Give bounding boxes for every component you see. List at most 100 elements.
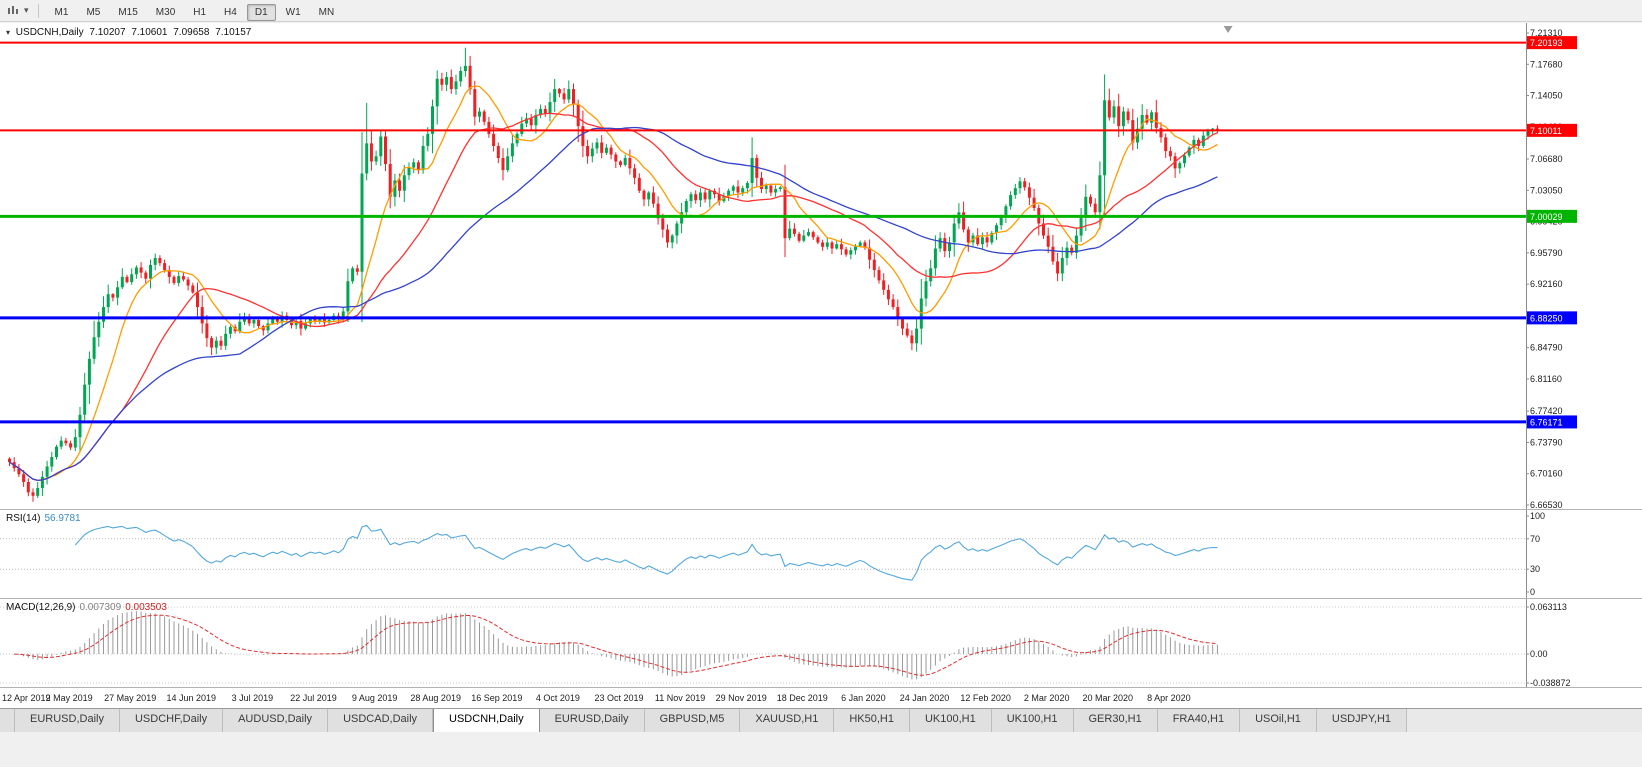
high-value: 7.10601 xyxy=(131,27,168,38)
chart-tab-uk100-h1[interactable]: UK100,H1 xyxy=(909,709,992,732)
chart-shift-marker-icon[interactable] xyxy=(1223,26,1233,33)
chart-tab-bar: EURUSD,Daily USDCHF,Daily AUDUSD,Daily USDC… xyxy=(0,708,1642,732)
date-tick-label: 2 Mar 2020 xyxy=(1023,693,1070,703)
open-value: 7.10207 xyxy=(89,27,126,38)
svg-text:6.95790: 6.95790 xyxy=(1530,248,1563,258)
main-price-pane[interactable]: 7.213107.176807.140507.104207.066807.030… xyxy=(0,23,1642,509)
rsi-value: 56.9781 xyxy=(44,513,81,524)
rsi-label: RSI(14) 56.9781 xyxy=(6,513,85,524)
timeframe-toolbar: ▾ M1 M5 M15 M30 H1 H4 D1 W1 MN xyxy=(0,0,1642,22)
timeframe-button-w1[interactable]: W1 xyxy=(285,6,301,18)
svg-text:6.84790: 6.84790 xyxy=(1530,343,1563,353)
price-level-badge: 6.76171 xyxy=(1527,415,1577,429)
timeframe-button-m15[interactable]: M15 xyxy=(118,6,138,18)
svg-text:6.81160: 6.81160 xyxy=(1530,374,1562,384)
collapse-arrow-icon[interactable]: ▾ xyxy=(6,28,11,37)
date-tick-label: 16 Sep 2019 xyxy=(471,693,523,703)
svg-text:7.17680: 7.17680 xyxy=(1530,59,1563,69)
svg-text:6.70160: 6.70160 xyxy=(1530,469,1563,479)
price-chart-canvas[interactable]: 7.213107.176807.140507.104207.066807.030… xyxy=(0,23,1642,509)
chart-tab-usdcnh-daily[interactable]: USDCNH,Daily xyxy=(433,709,540,732)
timeframe-button-m30[interactable]: M30 xyxy=(155,6,176,18)
date-tick-label: 24 Jan 2020 xyxy=(899,693,950,703)
chart-tab-audusd-daily[interactable]: AUDUSD,Daily xyxy=(223,709,329,732)
date-tick-label: 4 Oct 2019 xyxy=(535,693,580,703)
pane-splitter[interactable] xyxy=(0,598,1642,599)
svg-text:30: 30 xyxy=(1530,564,1540,574)
date-tick-label: 28 Aug 2019 xyxy=(410,693,461,703)
date-tick-label: 27 May 2019 xyxy=(104,693,157,703)
price-level-badge: 7.10011 xyxy=(1527,123,1577,137)
date-tick-label: 12 Feb 2020 xyxy=(960,693,1011,703)
date-tick-label: 12 Apr 2019 xyxy=(2,693,51,703)
date-tick-label: 3 Jul 2019 xyxy=(231,693,274,703)
timeframe-button-m1[interactable]: M1 xyxy=(54,6,69,18)
macd-label: MACD(12,26,9) 0.007309 0.003503 xyxy=(6,602,171,613)
toolbar-separator xyxy=(37,3,39,18)
date-tick-label: 22 Jul 2019 xyxy=(290,693,337,703)
svg-text:6.73790: 6.73790 xyxy=(1530,437,1563,447)
ohlc-readout: ▾ USDCNH,Daily 7.10207 7.10601 7.09658 7… xyxy=(6,27,254,38)
timeframe-button-h1[interactable]: H1 xyxy=(193,6,207,18)
date-tick-label: 2 May 2019 xyxy=(45,693,93,703)
macd-indicator-pane[interactable]: 0.063113 0.00 -0.038872 MACD(12,26,9) 0.007… xyxy=(0,599,1642,687)
svg-text:0.00: 0.00 xyxy=(1530,649,1548,659)
chart-tab-hk50-h1[interactable]: HK50,H1 xyxy=(834,709,910,732)
chart-type-icon[interactable] xyxy=(6,4,22,18)
pane-splitter[interactable] xyxy=(0,509,1642,510)
time-axis: 12 Apr 2019 2 May 2019 27 May 2019 14 Jun 2… xyxy=(0,688,1642,708)
timeframe-button-m5[interactable]: M5 xyxy=(86,6,101,18)
chart-tab-uk100-h1[interactable]: UK100,H1 xyxy=(991,709,1074,732)
rsi-indicator-pane[interactable]: 100 70 30 0 RSI(14) 56.9781 xyxy=(0,510,1642,598)
date-tick-label: 20 Mar 2020 xyxy=(1082,693,1134,703)
date-tick-label: 23 Oct 2019 xyxy=(594,693,644,703)
timeframe-buttons-group: M1 M5 M15 M30 H1 H4 D1 W1 MN xyxy=(46,2,344,21)
chart-tab-xauusd-h1[interactable]: XAUUSD,H1 xyxy=(740,709,835,732)
chart-dropdown-caret-icon[interactable]: ▾ xyxy=(24,5,29,15)
chart-tab-eurusd-daily[interactable]: EURUSD,Daily xyxy=(15,709,120,732)
svg-text:6.77420: 6.77420 xyxy=(1530,406,1563,416)
chart-tab-eurusd-daily[interactable]: EURUSD,Daily xyxy=(539,709,645,732)
svg-text:6.92160: 6.92160 xyxy=(1530,279,1563,289)
chart-tab-ger30-h1[interactable]: GER30,H1 xyxy=(1073,709,1158,732)
chart-tab-usoil-h1[interactable]: USOil,H1 xyxy=(1240,709,1317,732)
chart-tab-fra40-h1[interactable]: FRA40,H1 xyxy=(1157,709,1241,732)
date-tick-label: 18 Dec 2019 xyxy=(776,693,828,703)
date-tick-label: 8 Apr 2020 xyxy=(1147,693,1191,703)
macd-name: MACD(12,26,9) xyxy=(6,602,76,613)
date-tick-label: 6 Jan 2020 xyxy=(841,693,886,703)
chart-tab-usdcad-daily[interactable]: USDCAD,Daily xyxy=(328,709,434,732)
timeframe-button-d1[interactable]: D1 xyxy=(246,3,276,21)
macd-main-value: 0.007309 xyxy=(79,602,122,613)
rsi-chart-canvas[interactable]: 100 70 30 0 xyxy=(0,510,1642,598)
macd-chart-canvas[interactable]: 0.063113 0.00 -0.038872 xyxy=(0,599,1642,687)
tab-bar-stub xyxy=(0,709,15,732)
svg-text:6.66530: 6.66530 xyxy=(1530,500,1563,509)
svg-text:100: 100 xyxy=(1530,511,1545,521)
svg-text:0: 0 xyxy=(1530,587,1535,597)
symbol-period-label: USDCNH,Daily xyxy=(15,27,84,38)
date-tick-label: 11 Nov 2019 xyxy=(654,693,706,703)
svg-text:6.88250: 6.88250 xyxy=(1530,313,1563,323)
svg-text:7.06680: 7.06680 xyxy=(1530,154,1563,164)
chart-tab-gbpusd-m5[interactable]: GBPUSD,M5 xyxy=(644,709,741,732)
pane-splitter[interactable] xyxy=(0,687,1642,688)
svg-text:7.14050: 7.14050 xyxy=(1530,91,1563,101)
date-tick-label: 14 Jun 2019 xyxy=(166,693,217,703)
macd-signal-value: 0.003503 xyxy=(125,602,167,613)
date-tick-label: 9 Aug 2019 xyxy=(351,693,398,703)
svg-text:7.00029: 7.00029 xyxy=(1530,212,1563,222)
chart-tab-usdchf-daily[interactable]: USDCHF,Daily xyxy=(119,709,224,732)
low-value: 7.09658 xyxy=(173,27,210,38)
price-level-badge: 7.20193 xyxy=(1527,36,1577,50)
svg-text:7.20193: 7.20193 xyxy=(1530,38,1563,48)
timeframe-button-mn[interactable]: MN xyxy=(318,6,335,18)
price-level-badge: 7.00029 xyxy=(1527,209,1577,223)
close-value: 7.10157 xyxy=(215,27,252,38)
chart-tab-usdjpy-h1[interactable]: USDJPY,H1 xyxy=(1316,709,1408,732)
date-tick-label: 29 Nov 2019 xyxy=(715,693,767,703)
rsi-name: RSI(14) xyxy=(6,513,41,524)
timeframe-button-h4[interactable]: H4 xyxy=(224,6,237,18)
svg-text:-0.038872: -0.038872 xyxy=(1530,678,1571,687)
